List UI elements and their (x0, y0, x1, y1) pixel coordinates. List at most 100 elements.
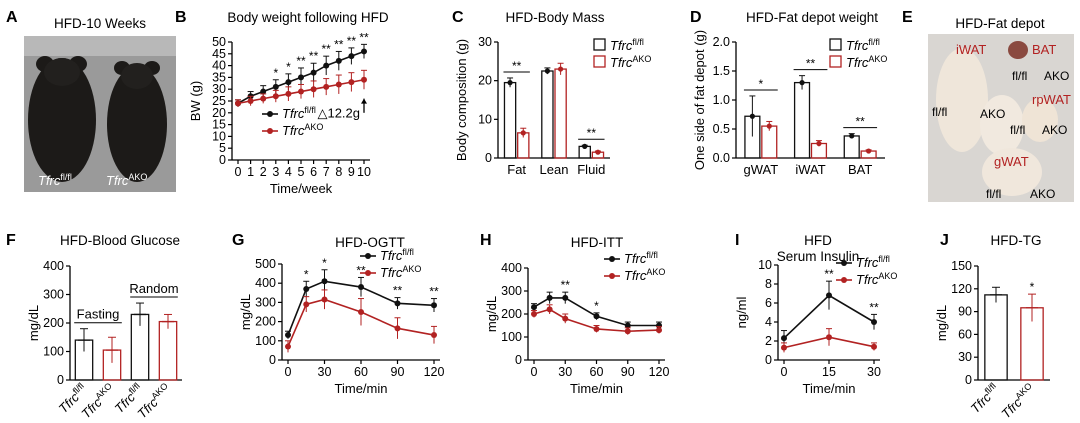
data-point (358, 284, 364, 291)
panel-a: A HFD-10 Weeks Tfrcfl/fl TfrcAKO (6, 9, 176, 192)
bar (503, 81, 517, 159)
bar (793, 81, 811, 159)
legend-label-sup: AKO (304, 122, 323, 132)
significance-mark: * (322, 256, 327, 270)
panel-label-e: E (902, 9, 913, 26)
x-tick-label: 90 (391, 365, 405, 379)
x-tick-label: 3 (272, 165, 279, 179)
fat-label-flfl-4: fl/fl (986, 187, 1001, 201)
chart-d: D HFD-Fat depot weight 0.0 0.5 1.0 1.5 2.0 One … (690, 9, 887, 177)
legend-label-sup: AKO (632, 54, 651, 64)
x-tick-label: 60 (590, 365, 604, 379)
panel-a-title: HFD-10 Weeks (54, 16, 146, 31)
significance-mark: * (286, 60, 291, 74)
data-point (394, 300, 401, 307)
legend-swatch (593, 38, 606, 51)
y-tick-label: 150 (951, 259, 972, 273)
legend-label-sup: fl/fl (878, 254, 890, 264)
x-tick-label: 0 (531, 365, 538, 379)
y-tick-label: 200 (501, 307, 522, 321)
significance-mark: ** (356, 263, 366, 277)
data-point (298, 88, 304, 95)
x-tick-label: 15 (822, 365, 836, 379)
legend-label: Tfrcfl/fl (610, 37, 644, 53)
x-tick-label: 8 (335, 165, 342, 179)
data-point (323, 83, 330, 90)
fat-label-flfl-2: fl/fl (932, 105, 947, 119)
y-tick-label: 30 (212, 82, 226, 96)
data-point (348, 79, 355, 86)
chart-title: HFD-Fat depot weight (746, 10, 878, 25)
y-tick-label: 5 (219, 141, 226, 155)
panel-label-c: C (452, 9, 464, 26)
charts-layer: B Body weight following HFD05101520253035… (6, 9, 1050, 421)
panel-label-b: B (175, 9, 187, 26)
panel-e-title: HFD-Fat depot (955, 16, 1045, 31)
y-tick-label: 10 (212, 129, 226, 143)
significance-mark: ** (429, 285, 439, 299)
y-tick-label: 2 (765, 334, 772, 348)
data-point (866, 148, 872, 154)
y-axis-label: One side of fat depot (g) (692, 30, 707, 170)
y-axis-label: Body composition (g) (454, 39, 469, 161)
x-tick-label: TfrcAKO (998, 381, 1039, 422)
legend-label-sup: fl/fl (304, 105, 316, 115)
y-tick-label: 0 (965, 373, 972, 387)
y-tick-label: 0.0 (713, 151, 730, 165)
y-axis-label: mg/dL (238, 294, 253, 330)
panel-label-j: J (940, 232, 949, 249)
y-tick-label: 4 (765, 315, 772, 329)
y-tick-label: 400 (255, 276, 276, 290)
data-point (531, 304, 537, 311)
significance-mark: * (304, 267, 309, 281)
y-tick-label: 200 (255, 315, 276, 329)
y-tick-label: 10 (758, 258, 772, 272)
data-point (235, 100, 241, 107)
annotation-arrowhead (361, 98, 367, 104)
x-axis-label: Time/min (803, 381, 856, 396)
legend-label: TfrcAKO (610, 54, 651, 70)
x-tick-label: Lean (540, 162, 569, 177)
legend-label-gene: Tfrc (380, 265, 403, 280)
y-axis-label: mg/dL (26, 305, 41, 341)
bat-label: BAT (1032, 42, 1056, 57)
iwat-label: iWAT (956, 42, 986, 57)
rpwat-label: rpWAT (1032, 92, 1071, 107)
legend-label-gene: Tfrc (846, 38, 869, 53)
data-point (361, 76, 367, 83)
x-tick-label: iWAT (795, 162, 825, 177)
y-tick-label: 100 (501, 330, 522, 344)
significance-mark: ** (824, 267, 834, 281)
x-tick-label: 30 (318, 365, 332, 379)
data-point (558, 66, 564, 72)
data-point (544, 68, 551, 74)
y-tick-label: 0 (515, 353, 522, 367)
bar (761, 125, 778, 159)
legend-label-sup: fl/fl (632, 37, 644, 47)
x-tick-label: 0 (235, 165, 242, 179)
bar (541, 70, 554, 159)
x-axis-label: Time/min (570, 381, 623, 396)
y-tick-label: 1.5 (713, 64, 730, 78)
mouse-right-icon (107, 61, 167, 182)
y-tick-label: 0.5 (713, 122, 730, 136)
group-label: Random (129, 281, 178, 296)
weight-difference-annotation: △12.2g (317, 106, 360, 121)
significance-mark: * (594, 299, 599, 313)
x-tick-label: 10 (357, 165, 371, 179)
legend-label-sup: fl/fl (868, 37, 880, 47)
legend-label-sup: AKO (402, 264, 421, 274)
significance-mark: * (273, 66, 278, 80)
data-point (272, 83, 279, 90)
data-point (781, 335, 787, 342)
data-point (335, 81, 342, 88)
data-point (285, 343, 291, 350)
legend-label: Tfrcfl/fl (282, 105, 316, 121)
data-point (520, 130, 526, 136)
legend-label: TfrcAKO (380, 264, 421, 280)
legend-marker (609, 273, 615, 279)
iwat-flfl-tissue (936, 48, 988, 152)
data-point (431, 332, 437, 339)
fat-label-flfl-3: fl/fl (1010, 123, 1025, 137)
